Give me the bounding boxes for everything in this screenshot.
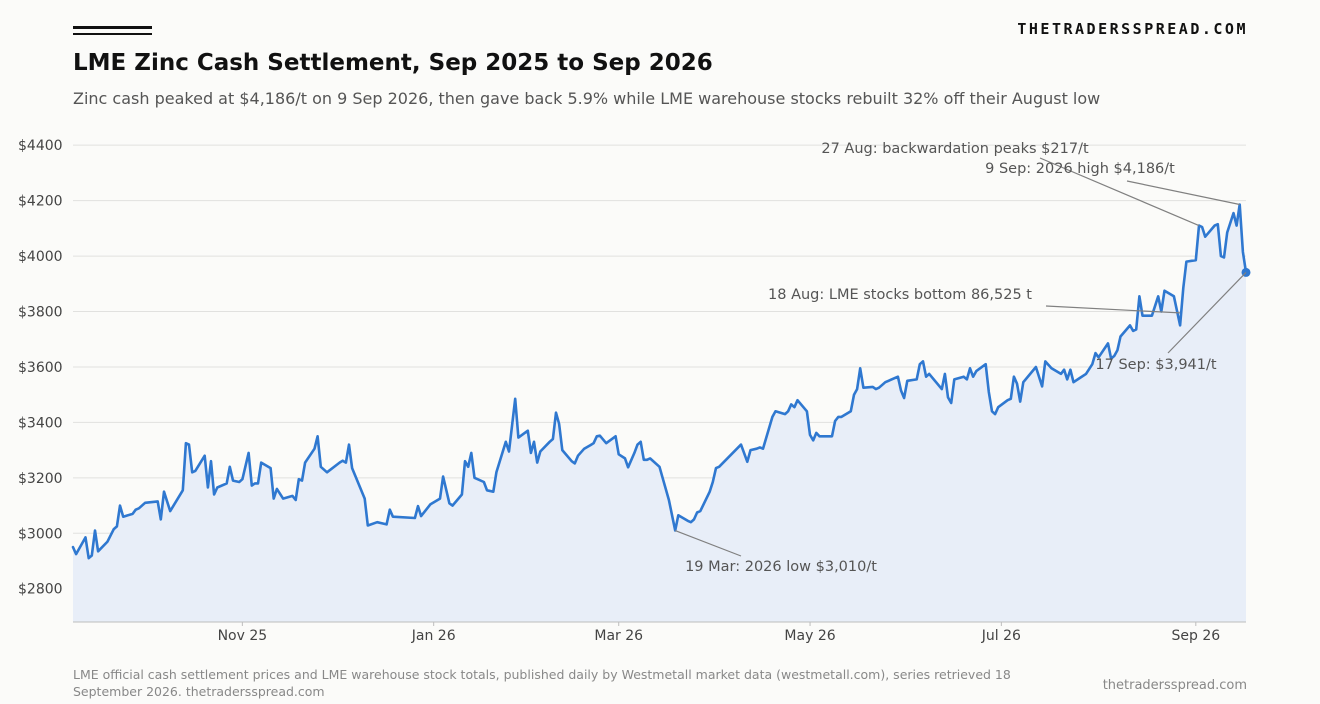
annotation-leader [1126, 180, 1240, 206]
annotations: 27 Aug: backwardation peaks $217/t 9 Sep:… [674, 141, 1247, 575]
annotation-label: 27 Aug: backwardation peaks $217/t [821, 141, 1089, 157]
footer-site-link[interactable]: thetradersspread.com [1102, 678, 1247, 693]
annotation-leader [674, 529, 742, 557]
annotation-label: 17 Sep: $3,941/t [1095, 357, 1217, 373]
x-tick-label: Sep 26 [1171, 628, 1220, 644]
chart-subtitle: Zinc cash peaked at $4,186/t on 9 Sep 20… [73, 89, 1101, 108]
y-tick-label: $3400 [18, 415, 63, 431]
header-rule-bottom [73, 33, 152, 35]
header-rule-top [73, 26, 152, 29]
annotation-leader [1039, 157, 1200, 227]
series-area-fill [73, 204, 1246, 622]
y-tick-label: $3000 [18, 526, 63, 542]
y-tick-label: $4200 [18, 194, 63, 210]
source-note: LME official cash settlement prices and … [73, 667, 1011, 699]
brand-wordmark: THETRADERSSPREAD.COM [1017, 20, 1248, 38]
chart-title: LME Zinc Cash Settlement, Sep 2025 to Se… [73, 50, 713, 76]
x-tick-label: Nov 25 [218, 628, 268, 644]
annotation-leader [1167, 272, 1247, 354]
x-tick-label: May 26 [784, 628, 835, 644]
y-tick-label: $3600 [18, 360, 63, 376]
y-tick-label: $4400 [18, 138, 63, 154]
x-tick-label: Mar 26 [594, 628, 643, 644]
annotation-label: 9 Sep: 2026 high $4,186/t [985, 161, 1175, 177]
series-area [73, 204, 1246, 622]
annotation-label: 19 Mar: 2026 low $3,010/t [685, 559, 877, 575]
x-tick-label: Jan 26 [411, 628, 456, 644]
y-tick-label: $2800 [18, 582, 63, 598]
axes: $2800 $3000 $3200 $3400 $3600 $3800 $4000 $4200… [18, 138, 1246, 644]
y-tick-label: $3800 [18, 305, 63, 321]
annotation-label: 18 Aug: LME stocks bottom 86,525 t [768, 287, 1032, 303]
y-tick-label: $3200 [18, 471, 63, 487]
x-tick-label: Jul 26 [981, 628, 1021, 644]
y-tick-label: $4000 [18, 249, 63, 265]
annotation-leader [1045, 305, 1181, 314]
